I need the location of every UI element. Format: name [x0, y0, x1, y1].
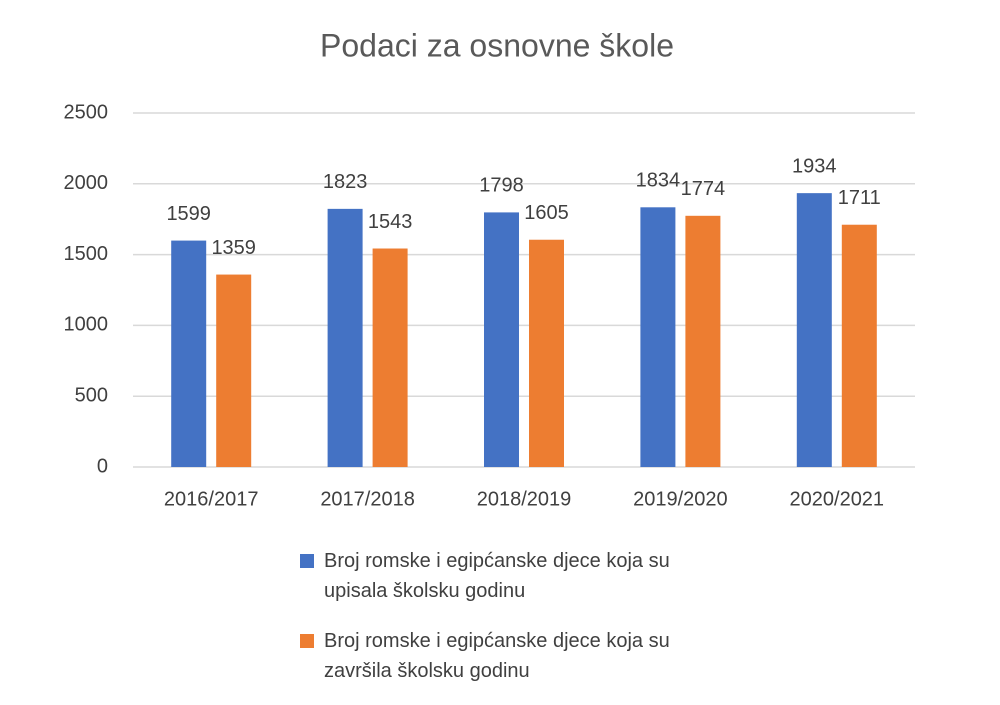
x-tick-label: 2016/2017	[164, 488, 259, 510]
legend-swatch	[300, 554, 314, 568]
data-label: 1798	[479, 175, 524, 197]
y-tick-label: 1500	[64, 243, 109, 265]
chart-title: Podaci za osnovne škole	[320, 27, 674, 63]
data-label: 1823	[323, 171, 368, 193]
y-tick-label: 2000	[64, 172, 109, 194]
legend-swatch	[300, 634, 314, 648]
data-label: 1774	[681, 178, 726, 200]
bar	[529, 239, 564, 467]
x-tick-label: 2020/2021	[790, 488, 885, 510]
y-tick-label: 2500	[64, 101, 109, 123]
data-label: 1599	[166, 203, 211, 225]
legend-entry: Broj romske i egipćanske djece koja su u…	[300, 546, 699, 606]
legend-label: Broj romske i egipćanske djece koja su u…	[324, 550, 670, 602]
data-label: 1934	[792, 155, 837, 177]
data-label: 1711	[838, 187, 881, 209]
bar	[484, 212, 519, 467]
y-tick-label: 500	[75, 384, 108, 406]
y-tick-label: 0	[97, 455, 108, 477]
bar	[171, 240, 207, 467]
bar	[841, 224, 877, 467]
bar	[372, 248, 408, 467]
x-tick-label: 2018/2019	[477, 488, 572, 510]
legend-entry: Broj romske i egipćanske djece koja su z…	[300, 626, 699, 686]
bar	[796, 193, 832, 467]
legend-label: Broj romske i egipćanske djece koja su z…	[324, 630, 670, 682]
bar	[685, 215, 721, 467]
x-tick-label: 2019/2020	[633, 488, 728, 510]
x-tick-label: 2017/2018	[320, 488, 415, 510]
data-label: 1834	[636, 170, 681, 192]
bar	[327, 208, 363, 467]
bar	[640, 207, 676, 467]
bar	[216, 274, 252, 467]
data-label: 1605	[524, 202, 569, 224]
data-label: 1359	[211, 237, 256, 259]
y-tick-label: 1000	[64, 314, 109, 336]
data-label: 1543	[368, 211, 413, 233]
